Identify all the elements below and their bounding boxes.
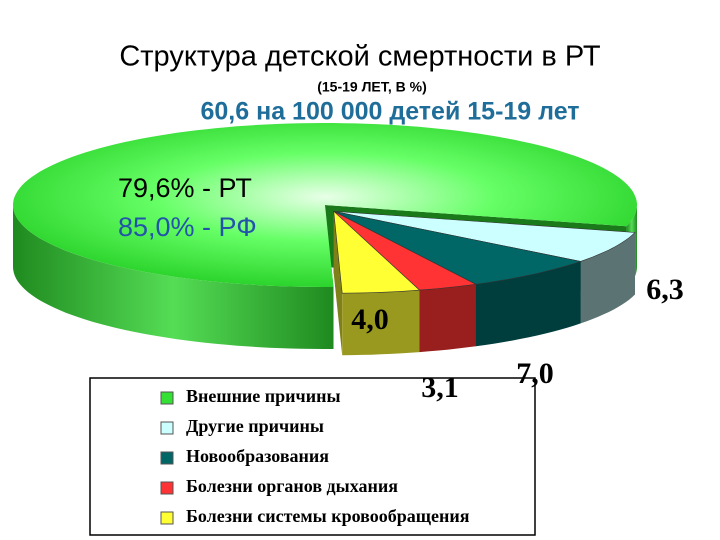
legend-label: Внешние причины — [186, 386, 341, 406]
annotation: 85,0% - РФ — [118, 212, 257, 242]
slice-side — [333, 211, 343, 356]
legend-label: Болезни органов дыхания — [186, 476, 398, 496]
legend-swatch — [160, 421, 174, 435]
annotation: 60,6 на 100 000 детей 15-19 лет — [200, 98, 579, 126]
legend-swatch — [160, 511, 174, 525]
pie — [13, 123, 637, 356]
legend-label: Новообразования — [186, 446, 329, 466]
data-label: 4,0 — [351, 303, 389, 336]
legend-swatch — [160, 481, 174, 495]
slice — [333, 211, 477, 291]
slice-side — [475, 261, 581, 347]
slice — [333, 210, 421, 294]
slice-side — [13, 205, 334, 349]
slice-side — [419, 284, 476, 353]
data-label: 3,1 — [421, 371, 459, 404]
data-label: 6,3 — [646, 273, 684, 306]
slice-side — [580, 232, 635, 324]
legend-label: Болезни системы кровообращения — [186, 506, 470, 526]
slice — [333, 211, 582, 285]
legend-swatch — [160, 391, 174, 405]
legend: Внешние причины Другие причины Новообразов… — [160, 386, 470, 526]
legend-swatch — [160, 451, 174, 465]
chart-subtitle: (15-19 ЛЕТ, В %) — [317, 79, 427, 95]
slice-side — [342, 290, 420, 356]
chart-title: Структура детской смертности в РТ — [119, 41, 601, 73]
legend-label: Другие причины — [186, 416, 324, 436]
data-label: 79,6% - РТ — [118, 173, 252, 203]
slice — [13, 123, 637, 287]
data-label: 7,0 — [516, 357, 554, 390]
slice — [333, 211, 636, 262]
